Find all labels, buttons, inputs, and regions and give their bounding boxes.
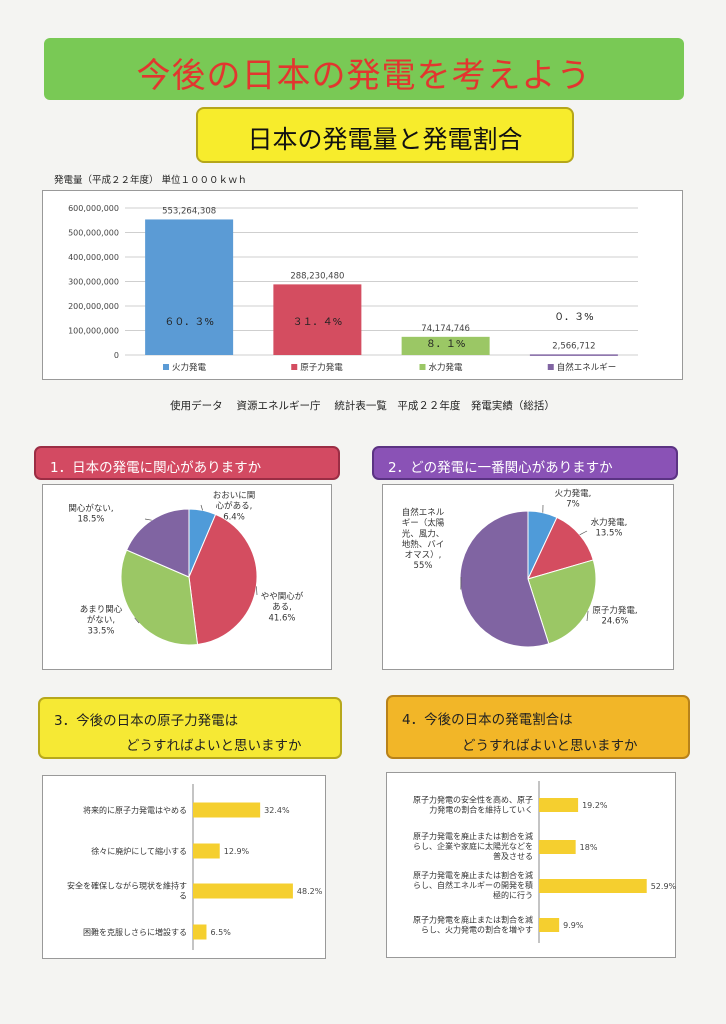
pie-label: 原子力発電, 24.6% — [592, 605, 637, 627]
section1-header: 1．日本の発電に関心がありますか — [34, 446, 340, 480]
legend-label: 水力発電 — [429, 362, 464, 373]
bar-value-label: 288,230,480 — [290, 271, 344, 281]
hbar-category-label: 将来的に原子力発電はやめる — [83, 805, 187, 815]
pie-label: 火力発電, 7% — [555, 488, 592, 510]
y-tick-label: 100,000,000 — [68, 327, 119, 336]
y-tick-label: 300,000,000 — [68, 278, 119, 287]
hbar — [539, 879, 647, 893]
nuclear-opinion-bar-chart: 32.4% 将来的に原子力発電はやめる 12.9% 徐々に廃炉にして縮小する 48.2%… — [67, 784, 323, 950]
section3-header: 3．今後の日本の原子力発電は どうすればよいと思いますか — [38, 697, 342, 759]
section2-header: 2．どの発電に一番関心がありますか — [372, 446, 678, 480]
hbar-category-label: 困難を克服しさらに増設する — [83, 927, 187, 937]
interest-pie-chart: おおいに関心がある, 6.4% やや関心がある, 41.6% あまり関心がない, 33.5… — [68, 491, 304, 646]
source-interest-pie-chart: 火力発電, 7% 水力発電, 13.5% 原子力発電, 24.6% 自然エネルギー（太陽光、… — [402, 488, 638, 648]
section3-title-line2: どうすればよいと思いますか — [126, 738, 302, 754]
hbar-value-label: 6.5% — [210, 928, 231, 937]
generation-bar-chart: 600,000,000 500,000,000 400,000,000 300,000… — [68, 204, 638, 373]
bar — [401, 336, 490, 355]
legend-label: 火力発電 — [172, 362, 207, 373]
unit-label: 発電量（平成２２年度） 単位１０００ｋｗｈ — [54, 175, 248, 186]
source-interest-pie-panel: 火力発電, 7% 水力発電, 13.5% 原子力発電, 24.6% 自然エネルギー（太陽光、… — [382, 484, 674, 670]
pie-slice — [188, 513, 258, 646]
interest-pie-panel: おおいに関心がある, 6.4% やや関心がある, 41.6% あまり関心がない, 33.5… — [42, 484, 332, 670]
hbar-value-label: 32.4% — [264, 806, 290, 815]
bar-value-label: 553,264,308 — [162, 206, 216, 216]
leader-line — [579, 530, 588, 536]
pie-label: 自然エネルギー（太陽光、風力、地熱、バイオマス）, 55% — [402, 507, 445, 571]
poster-subtitle: 日本の発電量と発電割合 — [247, 125, 523, 154]
hbar — [539, 840, 576, 854]
poster-title: 今後の日本の発電を考えよう — [136, 56, 592, 96]
bar-value-label: 74,174,746 — [421, 324, 470, 334]
nuclear-opinion-bar-panel: 32.4% 将来的に原子力発電はやめる 12.9% 徐々に廃炉にして縮小する 48.2%… — [42, 775, 326, 959]
generation-bar-chart-panel: 600,000,000 500,000,000 400,000,000 300,000… — [42, 190, 683, 380]
hbar-value-label: 9.9% — [563, 921, 584, 930]
leader-line — [144, 518, 152, 521]
section4-title-line1: 4．今後の日本の発電割合は — [402, 712, 573, 728]
bar-percent-label: ３１．４% — [293, 317, 343, 328]
pie-label: 水力発電, 13.5% — [591, 517, 628, 539]
section1-title: 1．日本の発電に関心がありますか — [50, 460, 262, 476]
title-banner: 今後の日本の発電を考えよう — [44, 38, 684, 100]
data-source: 使用データ 資源エネルギー庁 統計表一覧 平成２２年度 発電実績（総括） — [170, 400, 555, 412]
y-tick-label: 500,000,000 — [68, 229, 119, 238]
bar-percent-label: ０．３% — [554, 312, 594, 323]
leader-line — [256, 586, 258, 596]
pie-slice — [527, 559, 597, 645]
hbar-value-label: 12.9% — [224, 847, 250, 856]
pie-label: やや関心がある, 41.6% — [261, 591, 304, 623]
hbar — [193, 802, 261, 818]
legend-swatch — [547, 364, 554, 370]
leader-line — [586, 610, 589, 622]
pie-slice — [527, 516, 594, 580]
pie-label: あまり関心がない, 33.5% — [80, 605, 123, 636]
hbar — [193, 924, 207, 940]
power-mix-opinion-bar-chart: 19.2% 原子力発電の安全性を高め、原子力発電の割合を維持していく 18% 原子力発… — [413, 781, 677, 943]
bar-percent-label: ６０．３% — [164, 317, 214, 328]
bar — [273, 284, 362, 355]
hbar-category-label: 原子力発電を廃止または割合を減らし、自然エネルギーの開発を積極的に行う — [413, 870, 533, 900]
hbar-category-label: 原子力発電の安全性を高め、原子力発電の割合を維持していく — [413, 795, 533, 815]
power-mix-opinion-bar-panel: 19.2% 原子力発電の安全性を高め、原子力発電の割合を維持していく 18% 原子力発… — [386, 772, 677, 958]
y-tick-label: 600,000,000 — [68, 204, 119, 213]
hbar-category-label: 徐々に廃炉にして縮小する — [91, 846, 187, 856]
section3-title-line1: 3．今後の日本の原子力発電は — [54, 713, 239, 729]
legend-swatch — [291, 364, 298, 370]
hbar-category-label: 原子力発電を廃止または割合を減らし、企業や家庭に太陽光などを普及させる — [413, 831, 533, 861]
section4-title-line2: どうすればよいと思いますか — [462, 738, 638, 754]
legend-swatch — [419, 364, 426, 370]
subtitle-box: 日本の発電量と発電割合 — [196, 107, 574, 163]
legend-swatch — [163, 364, 169, 370]
y-tick-label: 400,000,000 — [68, 253, 119, 262]
y-tick-label: 200,000,000 — [68, 302, 119, 311]
hbar-category-label: 原子力発電を廃止または割合を減らし、火力発電の割合を増やす — [413, 915, 533, 935]
leader-line — [134, 617, 140, 624]
pie-label: おおいに関心がある, 6.4% — [213, 491, 256, 522]
hbar-value-label: 48.2% — [297, 887, 323, 896]
section4-header: 4．今後の日本の発電割合は どうすればよいと思いますか — [386, 695, 690, 759]
hbar-value-label: 52.9% — [651, 882, 677, 891]
y-tick-label: 0 — [114, 351, 119, 360]
leader-line — [200, 504, 203, 511]
bar — [145, 219, 234, 355]
pie-label: 関心がない, 18.5% — [68, 503, 113, 525]
hbar — [193, 843, 220, 859]
legend-label: 原子力発電 — [300, 362, 343, 373]
bar — [529, 354, 618, 356]
hbar-value-label: 18% — [580, 843, 598, 852]
hbar — [193, 883, 293, 899]
hbar-category-label: 安全を確保しながら現状を維持する — [67, 881, 187, 901]
hbar — [539, 918, 560, 932]
pie-slice — [125, 508, 190, 578]
bar-percent-label: ８．１% — [426, 339, 466, 350]
hbar — [539, 798, 579, 812]
bar-value-label: 2,566,712 — [552, 341, 595, 351]
hbar-value-label: 19.2% — [582, 801, 608, 810]
section2-title: 2．どの発電に一番関心がありますか — [388, 460, 613, 476]
legend-label: 自然エネルギー — [557, 362, 617, 373]
